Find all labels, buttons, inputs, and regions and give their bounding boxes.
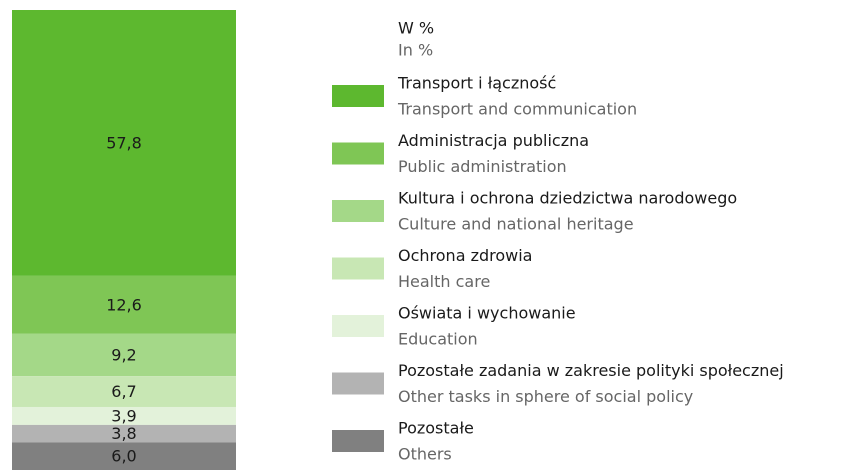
legend-label: Kultura i ochrona dziedzictwa narodowego xyxy=(398,189,737,208)
legend-label: Transport i łączność xyxy=(397,74,556,93)
legend-label-en: Culture and national heritage xyxy=(398,215,634,234)
value-label: 6,7 xyxy=(111,382,136,401)
legend-label-en: Public administration xyxy=(398,157,567,176)
bar-segment xyxy=(12,376,236,407)
bar-segment xyxy=(12,424,236,443)
legend-label: Ochrona zdrowia xyxy=(398,246,532,265)
legend-label-en: Health care xyxy=(398,272,490,291)
legend-swatch xyxy=(332,315,384,337)
legend-swatch xyxy=(332,257,384,280)
value-label: 12,6 xyxy=(106,295,142,314)
value-label: 6,0 xyxy=(111,447,136,466)
bar-segment xyxy=(12,406,236,425)
legend-label-en: Others xyxy=(398,445,452,464)
bar-segment xyxy=(12,10,236,276)
legend-title-en: In % xyxy=(398,41,433,60)
legend-swatch xyxy=(332,430,384,452)
value-label: 3,8 xyxy=(111,424,136,443)
legend-label-en: Transport and communication xyxy=(397,100,637,119)
legend-label: Pozostałe zadania w zakresie polityki sp… xyxy=(398,361,784,380)
legend-swatch xyxy=(332,372,384,395)
legend-label: Administracja publiczna xyxy=(398,131,589,150)
bar-segment xyxy=(12,275,236,334)
legend-swatch xyxy=(332,142,384,165)
legend-label-en: Other tasks in sphere of social policy xyxy=(398,387,693,406)
legend-swatch xyxy=(332,85,384,107)
bar-segment xyxy=(12,442,236,470)
legend-title: W % xyxy=(398,19,434,38)
value-label: 3,9 xyxy=(111,406,136,425)
legend-label-en: Education xyxy=(398,330,478,349)
value-label: 57,8 xyxy=(106,133,142,152)
legend-swatch xyxy=(332,200,384,222)
value-label: 9,2 xyxy=(111,346,136,365)
legend-label: Pozostałe xyxy=(398,419,474,438)
legend-label: Oświata i wychowanie xyxy=(398,304,576,323)
bar-segment xyxy=(12,333,236,377)
